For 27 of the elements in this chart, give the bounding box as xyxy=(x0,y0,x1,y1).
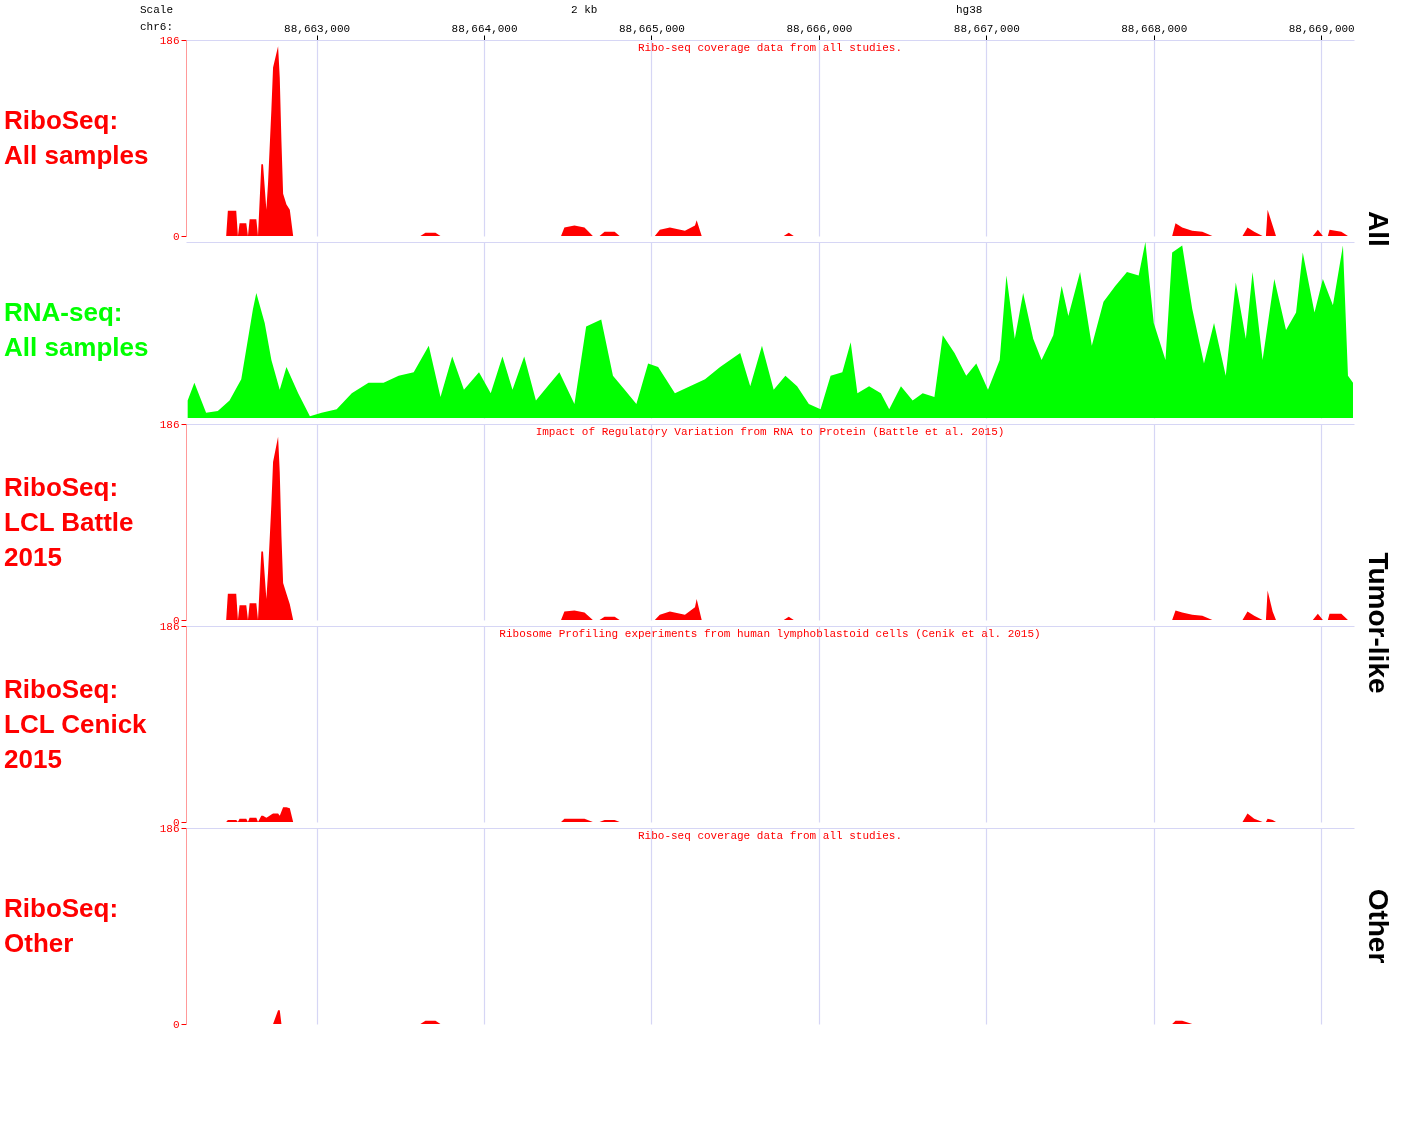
chart-subtitle: Ribo-seq coverage data from all studies. xyxy=(637,830,903,842)
text: chr6: xyxy=(140,21,174,33)
x-tick-label: 88,663,000 xyxy=(284,22,351,35)
text: RiboSeq: LCL Battle 2015 xyxy=(4,472,134,572)
chart-subtitle: Ribosome Profiling experiments from human lymphoblastoid cells (Cenik et al. 2015) xyxy=(499,628,1041,640)
x-tick-label: 88,666,000 xyxy=(786,22,853,35)
x-tick-label: 88,667,000 xyxy=(953,22,1020,35)
y-tick-label: 186 xyxy=(159,418,180,431)
text: Tumor-like xyxy=(1363,552,1394,694)
y-tick-label: 186 xyxy=(159,34,180,47)
chart-subtitle: Ribo-seq coverage data from all studies. xyxy=(637,42,903,54)
x-tick-label: 88,664,000 xyxy=(451,22,518,35)
text: Other xyxy=(1363,888,1394,964)
chart-subtitle: Impact of Regulatory Variation from RNA to Protein (Battle et al. 2015) xyxy=(535,426,1005,438)
x-tick-label: 88,665,000 xyxy=(618,22,685,35)
text: RNA-seq: All samples xyxy=(4,297,149,362)
y-tick-label: 0 xyxy=(172,1018,180,1031)
text: 2 kb xyxy=(571,4,598,16)
text: RiboSeq: LCL Cenick 2015 xyxy=(4,674,148,774)
text: RiboSeq: Other xyxy=(4,893,119,958)
text: hg38 xyxy=(956,4,983,16)
text: RiboSeq: All samples xyxy=(4,105,149,170)
x-tick-label: 88,669,000 xyxy=(1288,22,1355,35)
text: All xyxy=(1363,211,1394,247)
y-tick-label: 0 xyxy=(172,230,180,243)
x-tick-label: 88,668,000 xyxy=(1121,22,1188,35)
text: Scale xyxy=(140,4,174,16)
